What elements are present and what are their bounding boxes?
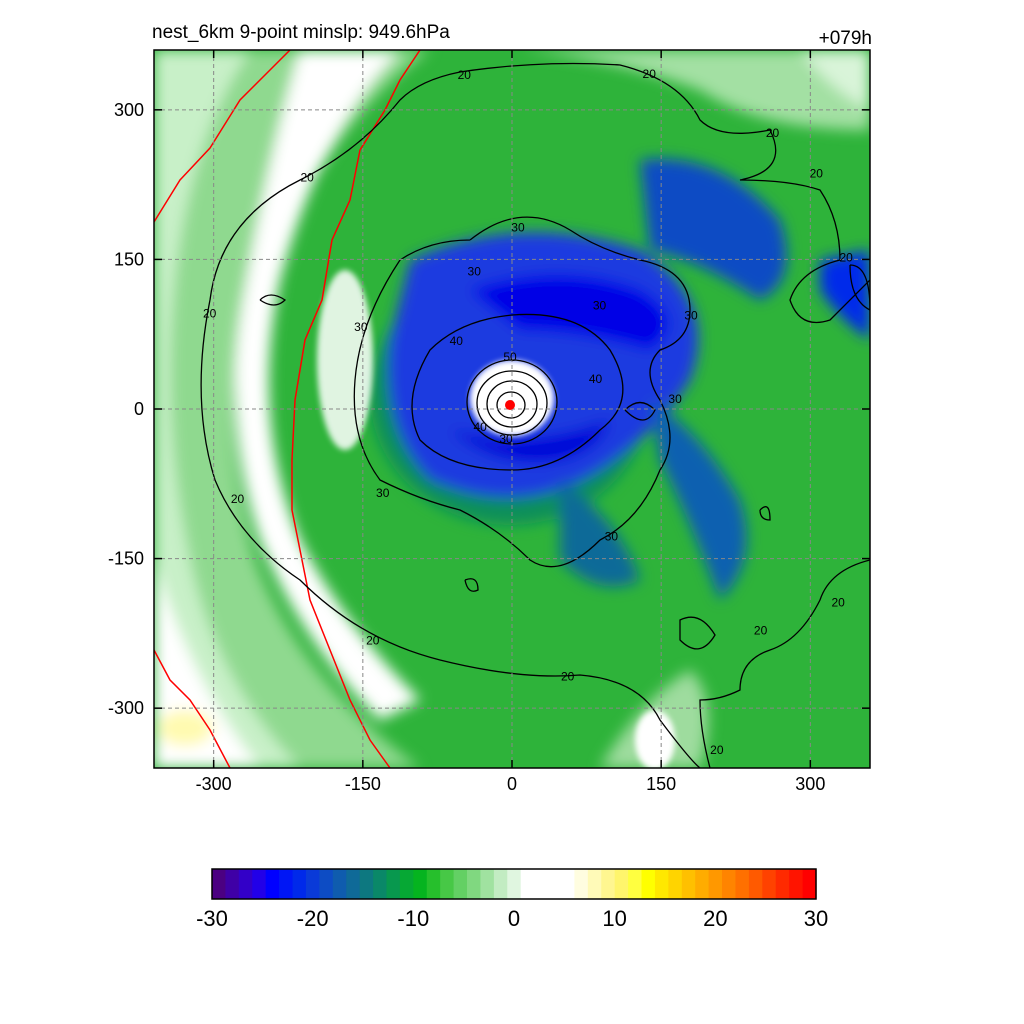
contour-label: 30 bbox=[668, 392, 682, 406]
colorbar-swatch bbox=[453, 869, 468, 899]
colorbar-swatch bbox=[346, 869, 361, 899]
colorbar-swatch bbox=[547, 869, 562, 899]
x-tick-label: 0 bbox=[507, 774, 517, 794]
contour-label: 20 bbox=[831, 595, 845, 609]
colorbar-swatch bbox=[708, 869, 723, 899]
colorbar-swatch bbox=[386, 869, 401, 899]
colorbar-swatch bbox=[560, 869, 575, 899]
colorbar-tick-label: 10 bbox=[602, 906, 626, 931]
contour-label: 20 bbox=[766, 126, 780, 140]
colorbar-swatch bbox=[722, 869, 737, 899]
colorbar-swatch bbox=[212, 869, 227, 899]
contour-label: 40 bbox=[473, 420, 487, 434]
contour-label: 20 bbox=[203, 306, 217, 320]
colorbar-swatch bbox=[373, 869, 388, 899]
colorbar-tick-label: -10 bbox=[397, 906, 429, 931]
colorbar-swatch bbox=[265, 869, 280, 899]
colorbar-swatch bbox=[359, 869, 374, 899]
colorbar-swatch bbox=[225, 869, 240, 899]
x-tick-label: -150 bbox=[345, 774, 381, 794]
colorbar-swatch bbox=[789, 869, 804, 899]
contour-label: 20 bbox=[839, 250, 853, 264]
colorbar-swatch bbox=[641, 869, 656, 899]
colorbar-swatch bbox=[507, 869, 522, 899]
contour-label: 20 bbox=[810, 167, 824, 181]
colorbar-swatch bbox=[748, 869, 763, 899]
colorbar-swatch bbox=[654, 869, 669, 899]
contour-label: 30 bbox=[593, 298, 607, 312]
colorbar-swatch bbox=[802, 869, 817, 899]
colorbar-swatch bbox=[332, 869, 347, 899]
contour-label: 20 bbox=[643, 67, 657, 81]
grid-lines bbox=[154, 50, 870, 768]
contour-label: 30 bbox=[468, 264, 482, 278]
contour-labels: 20 20 20 20 20 20 20 20 20 20 20 20 20 30 30 30 30 30 30 30… bbox=[203, 67, 853, 757]
colorbar-swatch bbox=[614, 869, 629, 899]
colorbar-swatch bbox=[775, 869, 790, 899]
colorbar-swatch bbox=[413, 869, 428, 899]
chart-title: nest_6km 9-point minslp: 949.6hPa bbox=[152, 22, 450, 43]
colorbar-swatch bbox=[587, 869, 602, 899]
contour-label: 50 bbox=[503, 350, 517, 364]
y-tick-label: -300 bbox=[108, 698, 144, 718]
colorbar-tick-label: -30 bbox=[196, 906, 228, 931]
contour-label: 20 bbox=[366, 633, 380, 647]
contour-label: 30 bbox=[499, 432, 513, 446]
colorbar-tick-label: 30 bbox=[804, 906, 828, 931]
colorbar-tick-label: 0 bbox=[508, 906, 520, 931]
contour-label: 30 bbox=[354, 320, 368, 334]
x-tick-label: -300 bbox=[196, 774, 232, 794]
contour-label: 30 bbox=[511, 221, 525, 235]
y-axis: 300 150 0 -150 -300 bbox=[108, 100, 870, 718]
contour-label: 20 bbox=[458, 68, 472, 82]
y-tick-label: 150 bbox=[114, 249, 144, 269]
colorbar-swatch bbox=[252, 869, 267, 899]
colorbar-swatch bbox=[426, 869, 441, 899]
storm-center-marker bbox=[505, 400, 516, 411]
colorbar-swatch bbox=[601, 869, 616, 899]
colorbar-swatch bbox=[493, 869, 508, 899]
colorbar-swatch bbox=[628, 869, 643, 899]
colorbar-swatch bbox=[440, 869, 455, 899]
colorbar-frame bbox=[211, 868, 817, 900]
contour-label: 30 bbox=[376, 486, 390, 500]
x-axis: -300 -150 0 150 300 bbox=[196, 50, 825, 794]
y-tick-label: 0 bbox=[134, 399, 144, 419]
colorbar: -30 -20 -10 0 10 20 30 bbox=[196, 868, 828, 931]
contour-label: 20 bbox=[231, 492, 245, 506]
colorbar-swatch bbox=[305, 869, 320, 899]
colorbar-swatch bbox=[735, 869, 750, 899]
contour-label: 40 bbox=[450, 334, 464, 348]
x-tick-label: 150 bbox=[646, 774, 676, 794]
colorbar-swatch bbox=[279, 869, 294, 899]
colorbar-swatch bbox=[238, 869, 253, 899]
colorbar-swatch bbox=[399, 869, 414, 899]
contour-label: 30 bbox=[684, 308, 698, 322]
colorbar-swatch bbox=[695, 869, 710, 899]
contour-label: 20 bbox=[561, 669, 575, 683]
contour-label: 20 bbox=[300, 171, 314, 185]
contour-label: 20 bbox=[710, 743, 724, 757]
colorbar-swatch bbox=[574, 869, 589, 899]
contour-label: 40 bbox=[589, 372, 603, 386]
x-tick-label: 300 bbox=[795, 774, 825, 794]
y-tick-label: -150 bbox=[108, 549, 144, 569]
colorbar-tick-label: -20 bbox=[297, 906, 329, 931]
colorbar-tick-label: 20 bbox=[703, 906, 727, 931]
colorbar-swatch bbox=[762, 869, 777, 899]
colorbar-swatch bbox=[292, 869, 307, 899]
contour-label: 30 bbox=[605, 530, 619, 544]
forecast-hour-label: +079h bbox=[818, 28, 872, 49]
colorbar-swatch bbox=[467, 869, 482, 899]
colorbar-swatch bbox=[534, 869, 549, 899]
colorbar-swatch bbox=[319, 869, 334, 899]
colorbar-swatch bbox=[480, 869, 495, 899]
colorbar-swatch bbox=[681, 869, 696, 899]
contour-label: 20 bbox=[754, 623, 768, 637]
y-tick-label: 300 bbox=[114, 100, 144, 120]
colorbar-swatch bbox=[520, 869, 535, 899]
colorbar-swatch bbox=[668, 869, 683, 899]
